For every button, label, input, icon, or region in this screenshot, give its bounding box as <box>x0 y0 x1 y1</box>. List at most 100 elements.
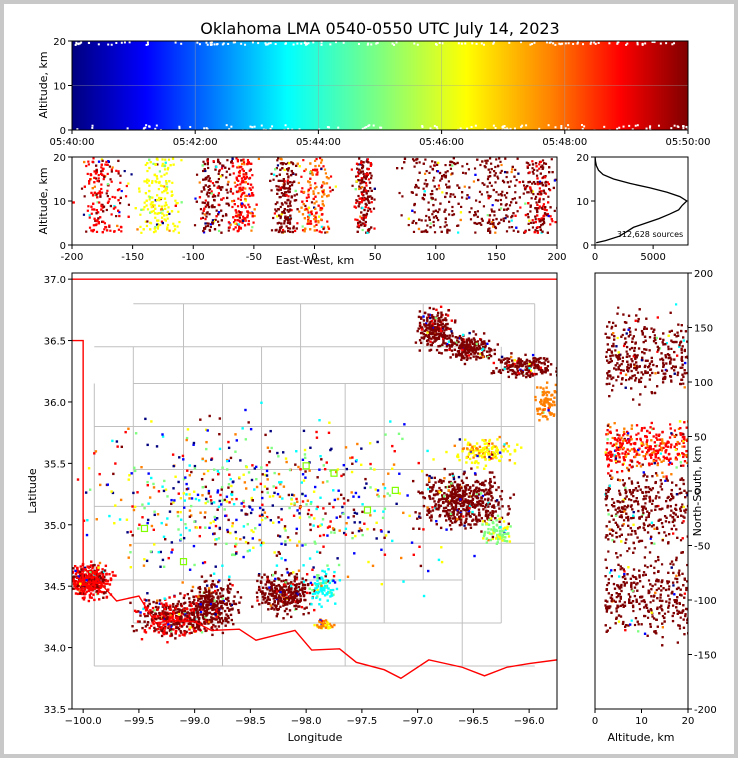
plan-view-source <box>197 625 201 628</box>
east-west-source <box>542 214 546 217</box>
plan-view-source <box>306 583 310 587</box>
plan-view-source <box>481 494 485 498</box>
plan-view-source <box>271 603 275 606</box>
east-west-source <box>484 159 487 162</box>
plan-view-source <box>464 488 467 492</box>
plan-view-source <box>442 497 446 501</box>
plan-view-source <box>82 591 85 594</box>
sparse-source-specks <box>74 41 688 130</box>
east-west-source <box>235 176 238 179</box>
plan-view-source <box>486 515 490 518</box>
plan-view-source <box>470 447 473 451</box>
plan-view-source <box>490 447 494 450</box>
east-west-source <box>514 191 517 194</box>
east-west-source <box>498 157 501 160</box>
east-west-source <box>539 165 543 168</box>
east-west-source <box>427 208 430 211</box>
east-west-source <box>148 166 151 170</box>
east-west-source <box>414 183 418 187</box>
plan-view-source <box>193 615 196 619</box>
plan-view-source <box>307 611 310 615</box>
plan-view-source <box>331 625 334 629</box>
plan-view-source <box>286 612 289 616</box>
plan-view-source <box>303 607 306 610</box>
east-west-source <box>284 215 287 218</box>
east-west-source <box>127 203 131 206</box>
plan-view-source <box>324 624 327 627</box>
plan-view-source <box>293 604 296 608</box>
plan-view-source <box>466 501 469 505</box>
plan-view-source <box>210 586 213 589</box>
plan-view-source <box>210 606 214 609</box>
east-west-source <box>232 165 235 168</box>
east-west-source <box>431 160 434 163</box>
east-west-source <box>145 180 148 183</box>
east-west-source <box>149 203 152 206</box>
source-gap <box>618 126 621 129</box>
plan-view-source <box>179 602 183 606</box>
east-west-source <box>466 194 469 197</box>
plan-view-source <box>175 626 179 629</box>
east-west-source <box>97 222 101 225</box>
plan-view-source <box>285 596 289 599</box>
east-west-source <box>279 226 282 229</box>
plan-view-source <box>477 518 480 521</box>
east-west-source <box>536 192 539 196</box>
plan-view-source <box>461 492 465 495</box>
plan-view-source <box>101 573 105 576</box>
east-west-source <box>301 229 305 232</box>
east-west-source <box>313 218 316 221</box>
east-west-source <box>286 168 289 171</box>
plan-view-source <box>137 610 140 613</box>
east-west-source <box>276 192 279 195</box>
plan-view-source <box>191 611 195 614</box>
east-west-xtick-label: 0 <box>311 252 317 263</box>
east-west-source <box>314 182 317 185</box>
plan-view-source <box>451 495 454 498</box>
plan-view-source <box>266 595 270 599</box>
east-west-source <box>194 197 197 200</box>
plan-view-source <box>174 608 177 611</box>
plan-view-source <box>313 575 316 579</box>
east-west-source <box>516 210 519 213</box>
east-west-source <box>203 201 206 205</box>
east-west-source <box>445 224 448 227</box>
east-west-source <box>531 163 535 166</box>
plan-view-source <box>486 516 489 520</box>
east-west-source <box>96 201 99 204</box>
plan-view-source <box>135 629 138 632</box>
plan-view-source <box>430 516 433 519</box>
east-west-source <box>511 165 514 169</box>
east-west-source <box>527 191 530 194</box>
plan-view-source <box>294 604 298 607</box>
plan-view-source <box>275 592 278 595</box>
plan-view-source <box>170 632 173 635</box>
east-west-source <box>158 181 161 184</box>
plan-view-source <box>475 523 478 526</box>
plan-view-source <box>294 600 297 603</box>
east-west-source <box>539 160 542 163</box>
plan-view-source <box>102 570 105 574</box>
source-gap <box>284 124 287 127</box>
plan-view-source <box>498 451 502 454</box>
plan-view-source <box>79 565 82 568</box>
plan-view-source <box>227 599 230 603</box>
plan-view-source <box>483 490 486 493</box>
plan-view-source <box>301 592 305 595</box>
east-west-source <box>100 158 103 161</box>
plan-view-source <box>418 491 422 495</box>
plan-view-source <box>148 626 151 630</box>
plan-view-source <box>459 496 462 499</box>
east-west-source <box>505 175 508 179</box>
plan-view-source <box>232 600 235 603</box>
east-west-source <box>285 194 288 197</box>
plan-view-source <box>422 504 426 508</box>
east-west-source <box>360 224 363 227</box>
east-west-source <box>495 217 498 221</box>
source-gap <box>375 42 378 45</box>
east-west-source <box>367 168 370 171</box>
plan-view-source <box>195 595 198 598</box>
plan-view-source <box>180 615 183 619</box>
east-west-source <box>301 225 304 228</box>
